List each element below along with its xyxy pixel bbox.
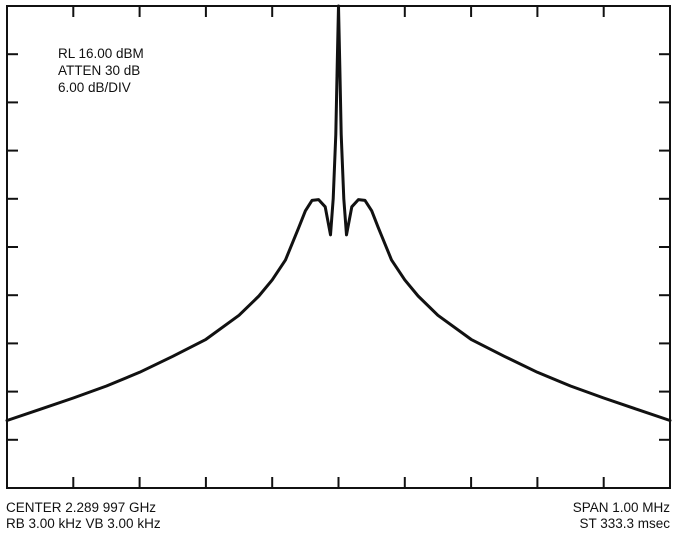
ref-level-label: RL 16.00 dBM	[58, 46, 144, 61]
bandwidth-label: RB 3.00 kHz VB 3.00 kHz	[6, 516, 161, 531]
settings-readout: RL 16.00 dBM ATTEN 30 dB 6.00 dB/DIV	[58, 46, 144, 97]
scale-label: 6.00 dB/DIV	[58, 80, 131, 95]
attenuation-label: ATTEN 30 dB	[58, 63, 141, 78]
footer-left: CENTER 2.289 997 GHz RB 3.00 kHz VB 3.00…	[6, 500, 161, 532]
center-frequency-label: CENTER 2.289 997 GHz	[6, 500, 157, 515]
spectrum-trace	[5, 4, 672, 422]
graticule-ticks	[7, 6, 670, 488]
span-label: SPAN 1.00 MHz	[572, 500, 670, 515]
footer-right: SPAN 1.00 MHz ST 333.3 msec	[573, 500, 670, 532]
sweep-time-label: ST 333.3 msec	[579, 516, 670, 531]
